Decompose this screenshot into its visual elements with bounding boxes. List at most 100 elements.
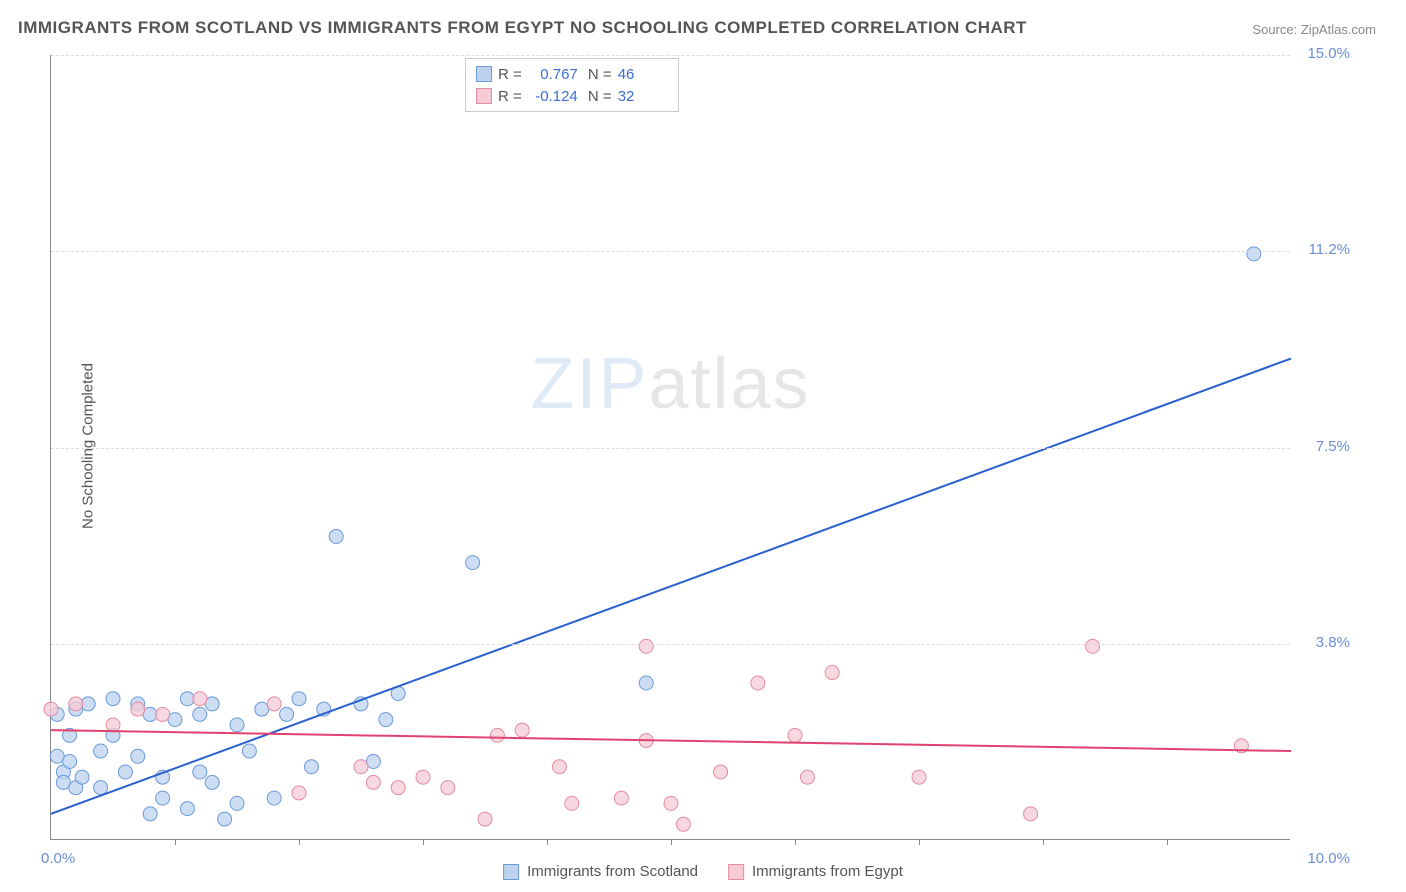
scatter-point — [366, 775, 380, 789]
scatter-point — [825, 666, 839, 680]
scatter-point — [478, 812, 492, 826]
source-label: Source: — [1252, 22, 1297, 37]
scatter-point — [131, 749, 145, 763]
scatter-point — [565, 796, 579, 810]
series-legend: Immigrants from Scotland Immigrants from … — [503, 863, 903, 880]
scatter-point — [94, 744, 108, 758]
stats-legend: R =0.767 N =46R =-0.124 N =32 — [465, 58, 679, 112]
scatter-point — [267, 791, 281, 805]
scatter-point — [788, 728, 802, 742]
legend-item: Immigrants from Scotland — [503, 863, 698, 880]
scatter-point — [466, 556, 480, 570]
scatter-point — [292, 786, 306, 800]
scatter-point — [366, 755, 380, 769]
scatter-point — [676, 817, 690, 831]
legend-label: Immigrants from Scotland — [527, 863, 698, 880]
y-tick-label: 7.5% — [1316, 438, 1350, 455]
x-tick — [795, 839, 796, 845]
x-axis-max-label: 10.0% — [1307, 850, 1350, 867]
scatter-point — [1024, 807, 1038, 821]
stat-n-label: N = — [584, 88, 612, 105]
scatter-point — [255, 702, 269, 716]
scatter-point — [267, 697, 281, 711]
y-tick-label: 11.2% — [1309, 241, 1350, 258]
scatter-point — [143, 707, 157, 721]
scatter-point — [106, 692, 120, 706]
scatter-point — [193, 765, 207, 779]
scatter-point — [193, 707, 207, 721]
scatter-point — [292, 692, 306, 706]
x-tick — [919, 839, 920, 845]
scatter-point — [515, 723, 529, 737]
scatter-point — [156, 791, 170, 805]
gridline — [51, 448, 1290, 449]
scatter-point — [143, 807, 157, 821]
x-tick — [299, 839, 300, 845]
scatter-point — [180, 802, 194, 816]
y-tick-label: 3.8% — [1316, 634, 1350, 651]
legend-swatch — [728, 864, 744, 880]
stat-n-label: N = — [584, 66, 612, 83]
scatter-point — [56, 775, 70, 789]
scatter-point — [379, 713, 393, 727]
trend-line — [51, 730, 1291, 751]
scatter-point — [94, 781, 108, 795]
legend-swatch — [503, 864, 519, 880]
scatter-point — [391, 781, 405, 795]
scatter-point — [416, 770, 430, 784]
scatter-point — [106, 718, 120, 732]
scatter-point — [242, 744, 256, 758]
y-tick-label: 15.0% — [1307, 45, 1350, 62]
gridline — [51, 644, 1290, 645]
legend-swatch — [476, 88, 492, 104]
stat-n-value: 46 — [618, 66, 668, 83]
scatter-point — [304, 760, 318, 774]
x-tick — [547, 839, 548, 845]
scatter-point — [205, 697, 219, 711]
scatter-point — [131, 702, 145, 716]
gridline — [51, 55, 1290, 56]
scatter-point — [1086, 639, 1100, 653]
stats-row: R =0.767 N =46 — [476, 63, 668, 85]
scatter-point — [168, 713, 182, 727]
scatter-point — [800, 770, 814, 784]
legend-label: Immigrants from Egypt — [752, 863, 903, 880]
source-credit: Source: ZipAtlas.com — [1252, 22, 1376, 37]
scatter-point — [639, 676, 653, 690]
stat-r-label: R = — [498, 88, 522, 105]
scatter-point — [490, 728, 504, 742]
trend-line — [51, 359, 1291, 814]
scatter-point — [69, 697, 83, 711]
scatter-point — [354, 760, 368, 774]
scatter-point — [329, 529, 343, 543]
scatter-point — [193, 692, 207, 706]
scatter-point — [639, 639, 653, 653]
scatter-point — [50, 749, 64, 763]
x-tick — [175, 839, 176, 845]
scatter-point — [664, 796, 678, 810]
scatter-point — [44, 702, 58, 716]
scatter-point — [63, 755, 77, 769]
x-tick — [423, 839, 424, 845]
stat-n-value: 32 — [618, 88, 668, 105]
scatter-point — [218, 812, 232, 826]
scatter-point — [614, 791, 628, 805]
scatter-point — [912, 770, 926, 784]
scatter-point — [156, 707, 170, 721]
legend-swatch — [476, 66, 492, 82]
scatter-point — [75, 770, 89, 784]
scatter-point — [230, 718, 244, 732]
gridline — [51, 251, 1290, 252]
scatter-point — [1247, 247, 1261, 261]
scatter-point — [751, 676, 765, 690]
scatter-point — [180, 692, 194, 706]
scatter-point — [280, 707, 294, 721]
stat-r-label: R = — [498, 66, 522, 83]
x-tick — [1167, 839, 1168, 845]
scatter-point — [441, 781, 455, 795]
x-axis-min-label: 0.0% — [41, 850, 75, 867]
source-name: ZipAtlas.com — [1301, 22, 1376, 37]
x-tick — [1043, 839, 1044, 845]
x-tick — [671, 839, 672, 845]
stat-r-value: -0.124 — [528, 88, 578, 105]
